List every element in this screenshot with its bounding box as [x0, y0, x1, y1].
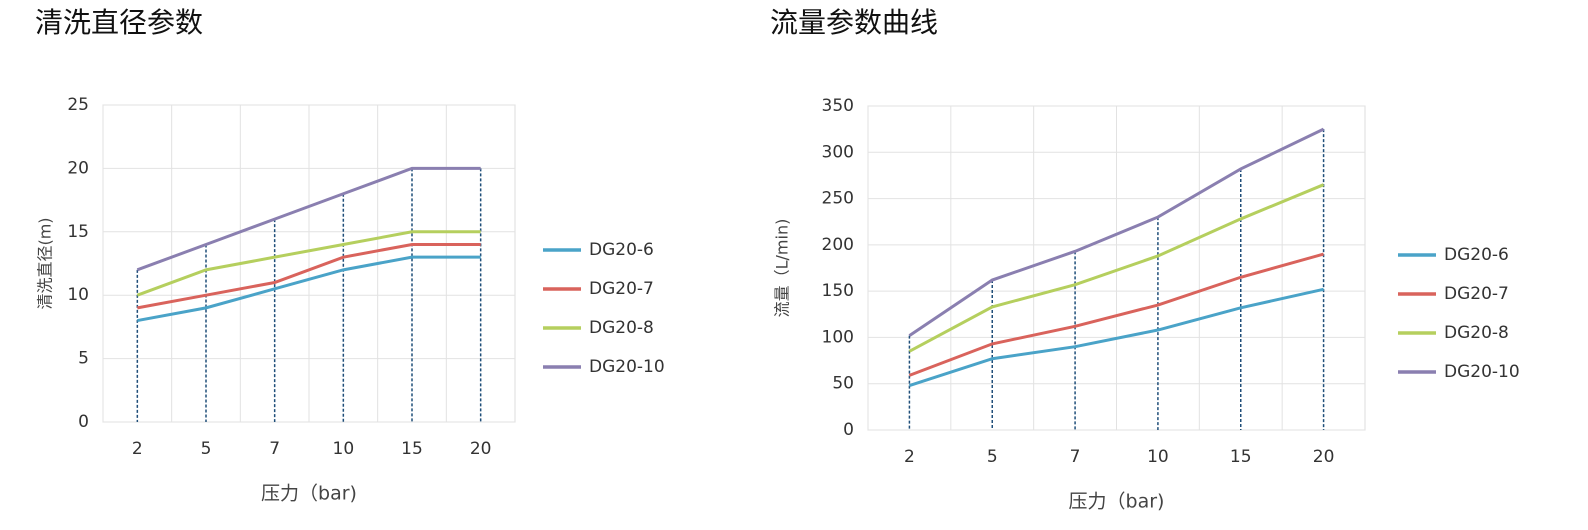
x-tick-label: 20: [1313, 447, 1335, 467]
y-tick-label: 0: [843, 420, 854, 440]
x-axis-title: 压力（bar): [1069, 491, 1165, 513]
series-line: [136, 166, 481, 272]
y-tick-label: 150: [822, 281, 854, 301]
chart-title: 清洗直径参数: [35, 6, 203, 39]
legend-label: DG20-7: [589, 279, 654, 299]
x-tick-label: 10: [333, 439, 355, 459]
x-tick-label: 20: [470, 439, 492, 459]
y-tick-label: 50: [832, 374, 854, 394]
series-line: [908, 252, 1324, 377]
y-tick-label: 200: [822, 235, 854, 255]
chart-title: 流量参数曲线: [770, 6, 938, 39]
legend-label: DG20-8: [1444, 323, 1509, 343]
x-tick-label: 2: [132, 439, 143, 459]
series-line: [136, 230, 481, 297]
x-axis-title: 压力（bar): [261, 483, 357, 505]
x-tick-label: 5: [201, 439, 212, 459]
series-line: [908, 287, 1324, 387]
y-tick-label: 0: [78, 412, 89, 432]
legend-label: DG20-6: [1444, 245, 1509, 265]
series-line: [908, 127, 1325, 337]
y-tick-label: 5: [78, 349, 89, 369]
legend-label: DG20-10: [1444, 362, 1520, 382]
y-axis-title: 流量（L/min): [773, 219, 792, 318]
y-tick-label: 20: [67, 158, 89, 178]
x-tick-label: 7: [269, 439, 280, 459]
x-tick-label: 10: [1147, 447, 1169, 467]
legend-label: DG20-10: [589, 357, 665, 377]
legend-label: DG20-6: [589, 240, 654, 260]
legend-label: DG20-7: [1444, 284, 1509, 304]
series-line: [137, 242, 481, 310]
y-tick-label: 15: [67, 222, 89, 242]
y-tick-label: 10: [67, 285, 89, 305]
x-tick-label: 2: [904, 447, 915, 467]
x-tick-label: 15: [401, 439, 423, 459]
y-axis-title: 清洗直径(m): [36, 217, 55, 309]
series-line: [137, 255, 481, 323]
x-tick-label: 15: [1230, 447, 1252, 467]
legend-label: DG20-8: [589, 318, 654, 338]
y-tick-label: 350: [822, 96, 854, 116]
y-tick-label: 300: [822, 142, 854, 162]
y-tick-label: 25: [67, 95, 89, 115]
x-tick-label: 7: [1070, 447, 1081, 467]
y-tick-label: 100: [822, 327, 854, 347]
y-tick-label: 250: [822, 189, 854, 209]
series-line: [908, 183, 1325, 353]
x-tick-label: 5: [987, 447, 998, 467]
